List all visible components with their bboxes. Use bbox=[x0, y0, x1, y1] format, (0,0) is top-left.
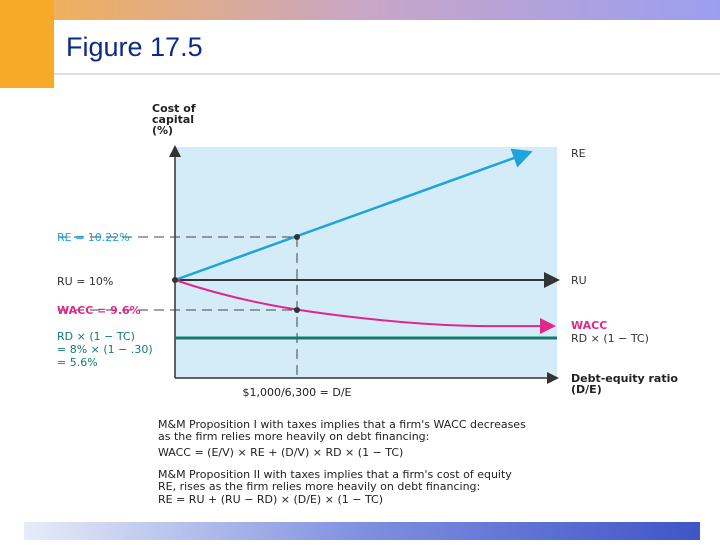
point bbox=[172, 277, 178, 283]
y-axis-label: Cost of bbox=[152, 102, 196, 115]
label-rd: = 5.6% bbox=[57, 356, 98, 369]
label-re-right: RE bbox=[571, 147, 586, 160]
label-ru: RU = 10% bbox=[57, 275, 113, 288]
footer-bar bbox=[24, 522, 700, 540]
note-line: WACC = (E/V) × RE + (D/V) × RD × (1 − TC… bbox=[158, 446, 403, 459]
header-bar bbox=[0, 0, 720, 20]
label-ru-right: RU bbox=[571, 274, 587, 287]
label-rd-right: RD × (1 − TC) bbox=[571, 332, 649, 345]
plot-area bbox=[175, 147, 557, 378]
label-rd: RD × (1 − TC) bbox=[57, 330, 135, 343]
point bbox=[294, 307, 300, 313]
re-line bbox=[174, 148, 533, 282]
point bbox=[294, 234, 300, 240]
slide-title: Figure 17.5 bbox=[66, 32, 203, 62]
header-block bbox=[0, 0, 54, 88]
x-axis-label: (D/E) bbox=[571, 383, 602, 396]
x-marker-label: $1,000/6,300 = D/E bbox=[242, 386, 351, 399]
label-wacc-right: WACC bbox=[571, 319, 607, 332]
note-line: RE = RU + (RU − RD) × (D/E) × (1 − TC) bbox=[158, 493, 383, 506]
wacc-curve bbox=[174, 279, 556, 335]
note-line: M&M Proposition II with taxes implies th… bbox=[158, 468, 512, 481]
label-rd: = 8% × (1 − .30) bbox=[57, 343, 153, 356]
label-wacc: WACC = 9.6% bbox=[57, 304, 141, 317]
x-axis-label: Debt-equity ratio bbox=[571, 372, 678, 385]
note-line: RE, rises as the firm relies more heavil… bbox=[158, 480, 480, 493]
note-line: M&M Proposition I with taxes implies tha… bbox=[158, 418, 526, 431]
y-axis-label: capital bbox=[152, 113, 194, 126]
y-axis-label: (%) bbox=[152, 124, 173, 137]
note-line: as the firm relies more heavily on debt … bbox=[158, 430, 429, 443]
label-re: RE = 10.22% bbox=[57, 231, 130, 244]
